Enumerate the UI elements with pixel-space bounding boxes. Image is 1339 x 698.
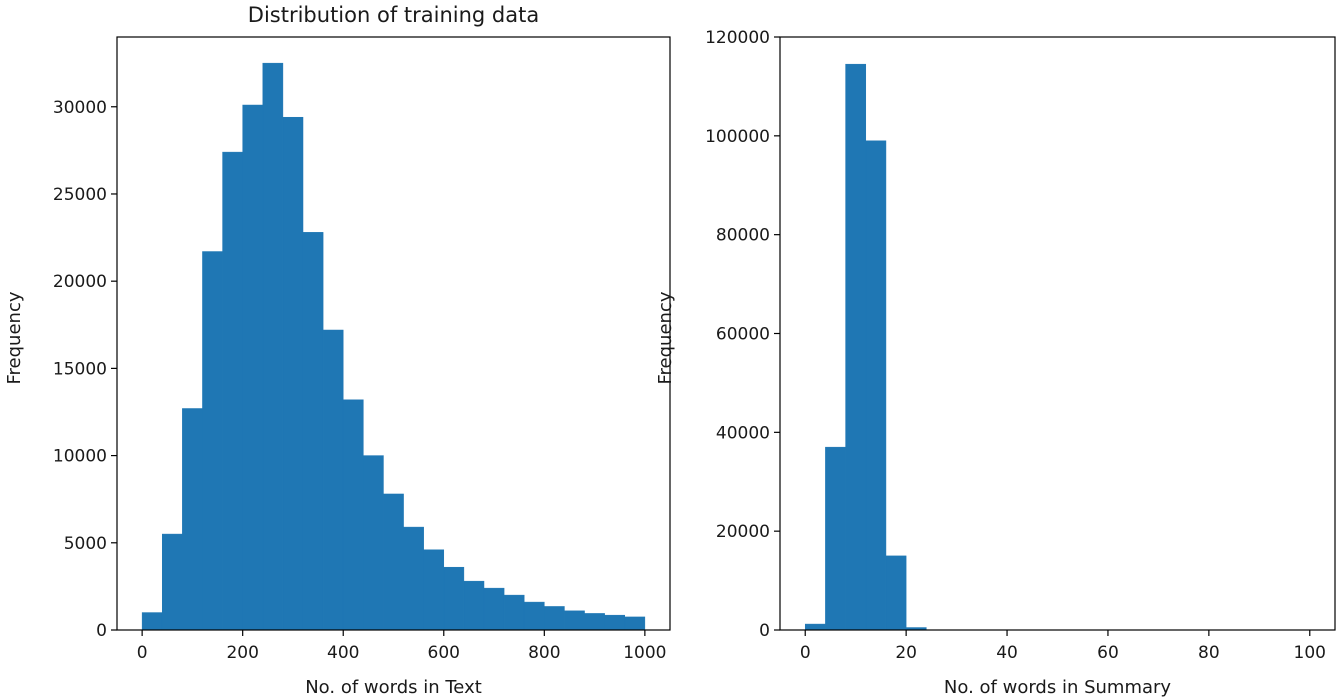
histogram-bar	[423, 549, 445, 631]
y-tick-label: 100000	[705, 127, 770, 147]
chart-title: Distribution of training data	[248, 3, 539, 27]
x-tick-label: 800	[528, 643, 560, 663]
y-tick-label: 20000	[716, 522, 770, 542]
histogram-bar	[161, 533, 183, 631]
y-tick-label: 15000	[53, 359, 107, 379]
x-tick-label: 400	[327, 643, 359, 663]
plot-frame	[116, 36, 671, 631]
histogram-bar	[403, 526, 424, 631]
histogram-bar	[564, 610, 585, 631]
y-tick-label: 20000	[53, 272, 107, 292]
histogram-bar	[182, 408, 203, 631]
histogram-bar	[885, 555, 907, 631]
y-tick-label: 5000	[64, 534, 107, 554]
x-tick-label: 20	[895, 643, 917, 663]
histogram-bar	[865, 140, 887, 631]
histogram-bar	[282, 116, 304, 631]
x-tick-label: 0	[800, 643, 811, 663]
y-tick-label: 0	[759, 621, 770, 641]
histogram-bar	[262, 62, 284, 631]
histogram-bar	[604, 614, 626, 631]
y-tick-label: 80000	[716, 226, 770, 246]
x-tick-label: 100	[1294, 643, 1326, 663]
histogram-bar	[523, 601, 545, 631]
histogram-bar	[322, 329, 344, 631]
y-tick-label: 120000	[705, 28, 770, 48]
histogram-bar	[202, 251, 223, 631]
x-tick-label: 1000	[623, 643, 666, 663]
histogram-bar	[463, 580, 485, 631]
histogram-bar	[302, 232, 324, 631]
histogram-bar	[141, 612, 163, 631]
histogram-bar	[363, 455, 384, 631]
histogram-bar	[845, 63, 867, 631]
histogram-bar	[443, 566, 465, 631]
y-tick-label: 0	[96, 621, 107, 641]
histogram-bar	[584, 613, 605, 631]
histogram-bar	[242, 104, 264, 631]
histogram-bar	[383, 493, 404, 631]
y-axis-label: Frequency	[4, 291, 25, 384]
x-tick-label: 0	[137, 643, 148, 663]
histogram-bar	[483, 587, 505, 631]
x-axis-label: No. of words in Summary	[944, 677, 1171, 698]
x-tick-label: 200	[226, 643, 258, 663]
histogram-bar	[804, 623, 826, 631]
histogram-bar	[342, 399, 364, 631]
histogram-bar	[222, 151, 243, 631]
y-tick-label: 10000	[53, 447, 107, 467]
y-tick-label: 40000	[716, 423, 770, 443]
x-tick-label: 80	[1198, 643, 1220, 663]
y-tick-label: 30000	[53, 98, 107, 118]
histogram-bar	[503, 594, 525, 631]
x-tick-label: 600	[428, 643, 460, 663]
x-tick-label: 40	[996, 643, 1018, 663]
x-tick-label: 60	[1097, 643, 1119, 663]
histogram-bar	[544, 606, 565, 631]
y-tick-label: 60000	[716, 325, 770, 345]
y-tick-label: 25000	[53, 185, 107, 205]
y-axis-label: Frequency	[655, 291, 676, 384]
histogram-bar	[825, 446, 846, 631]
histogram-bar	[624, 616, 646, 631]
x-axis-label: No. of words in Text	[305, 677, 482, 698]
